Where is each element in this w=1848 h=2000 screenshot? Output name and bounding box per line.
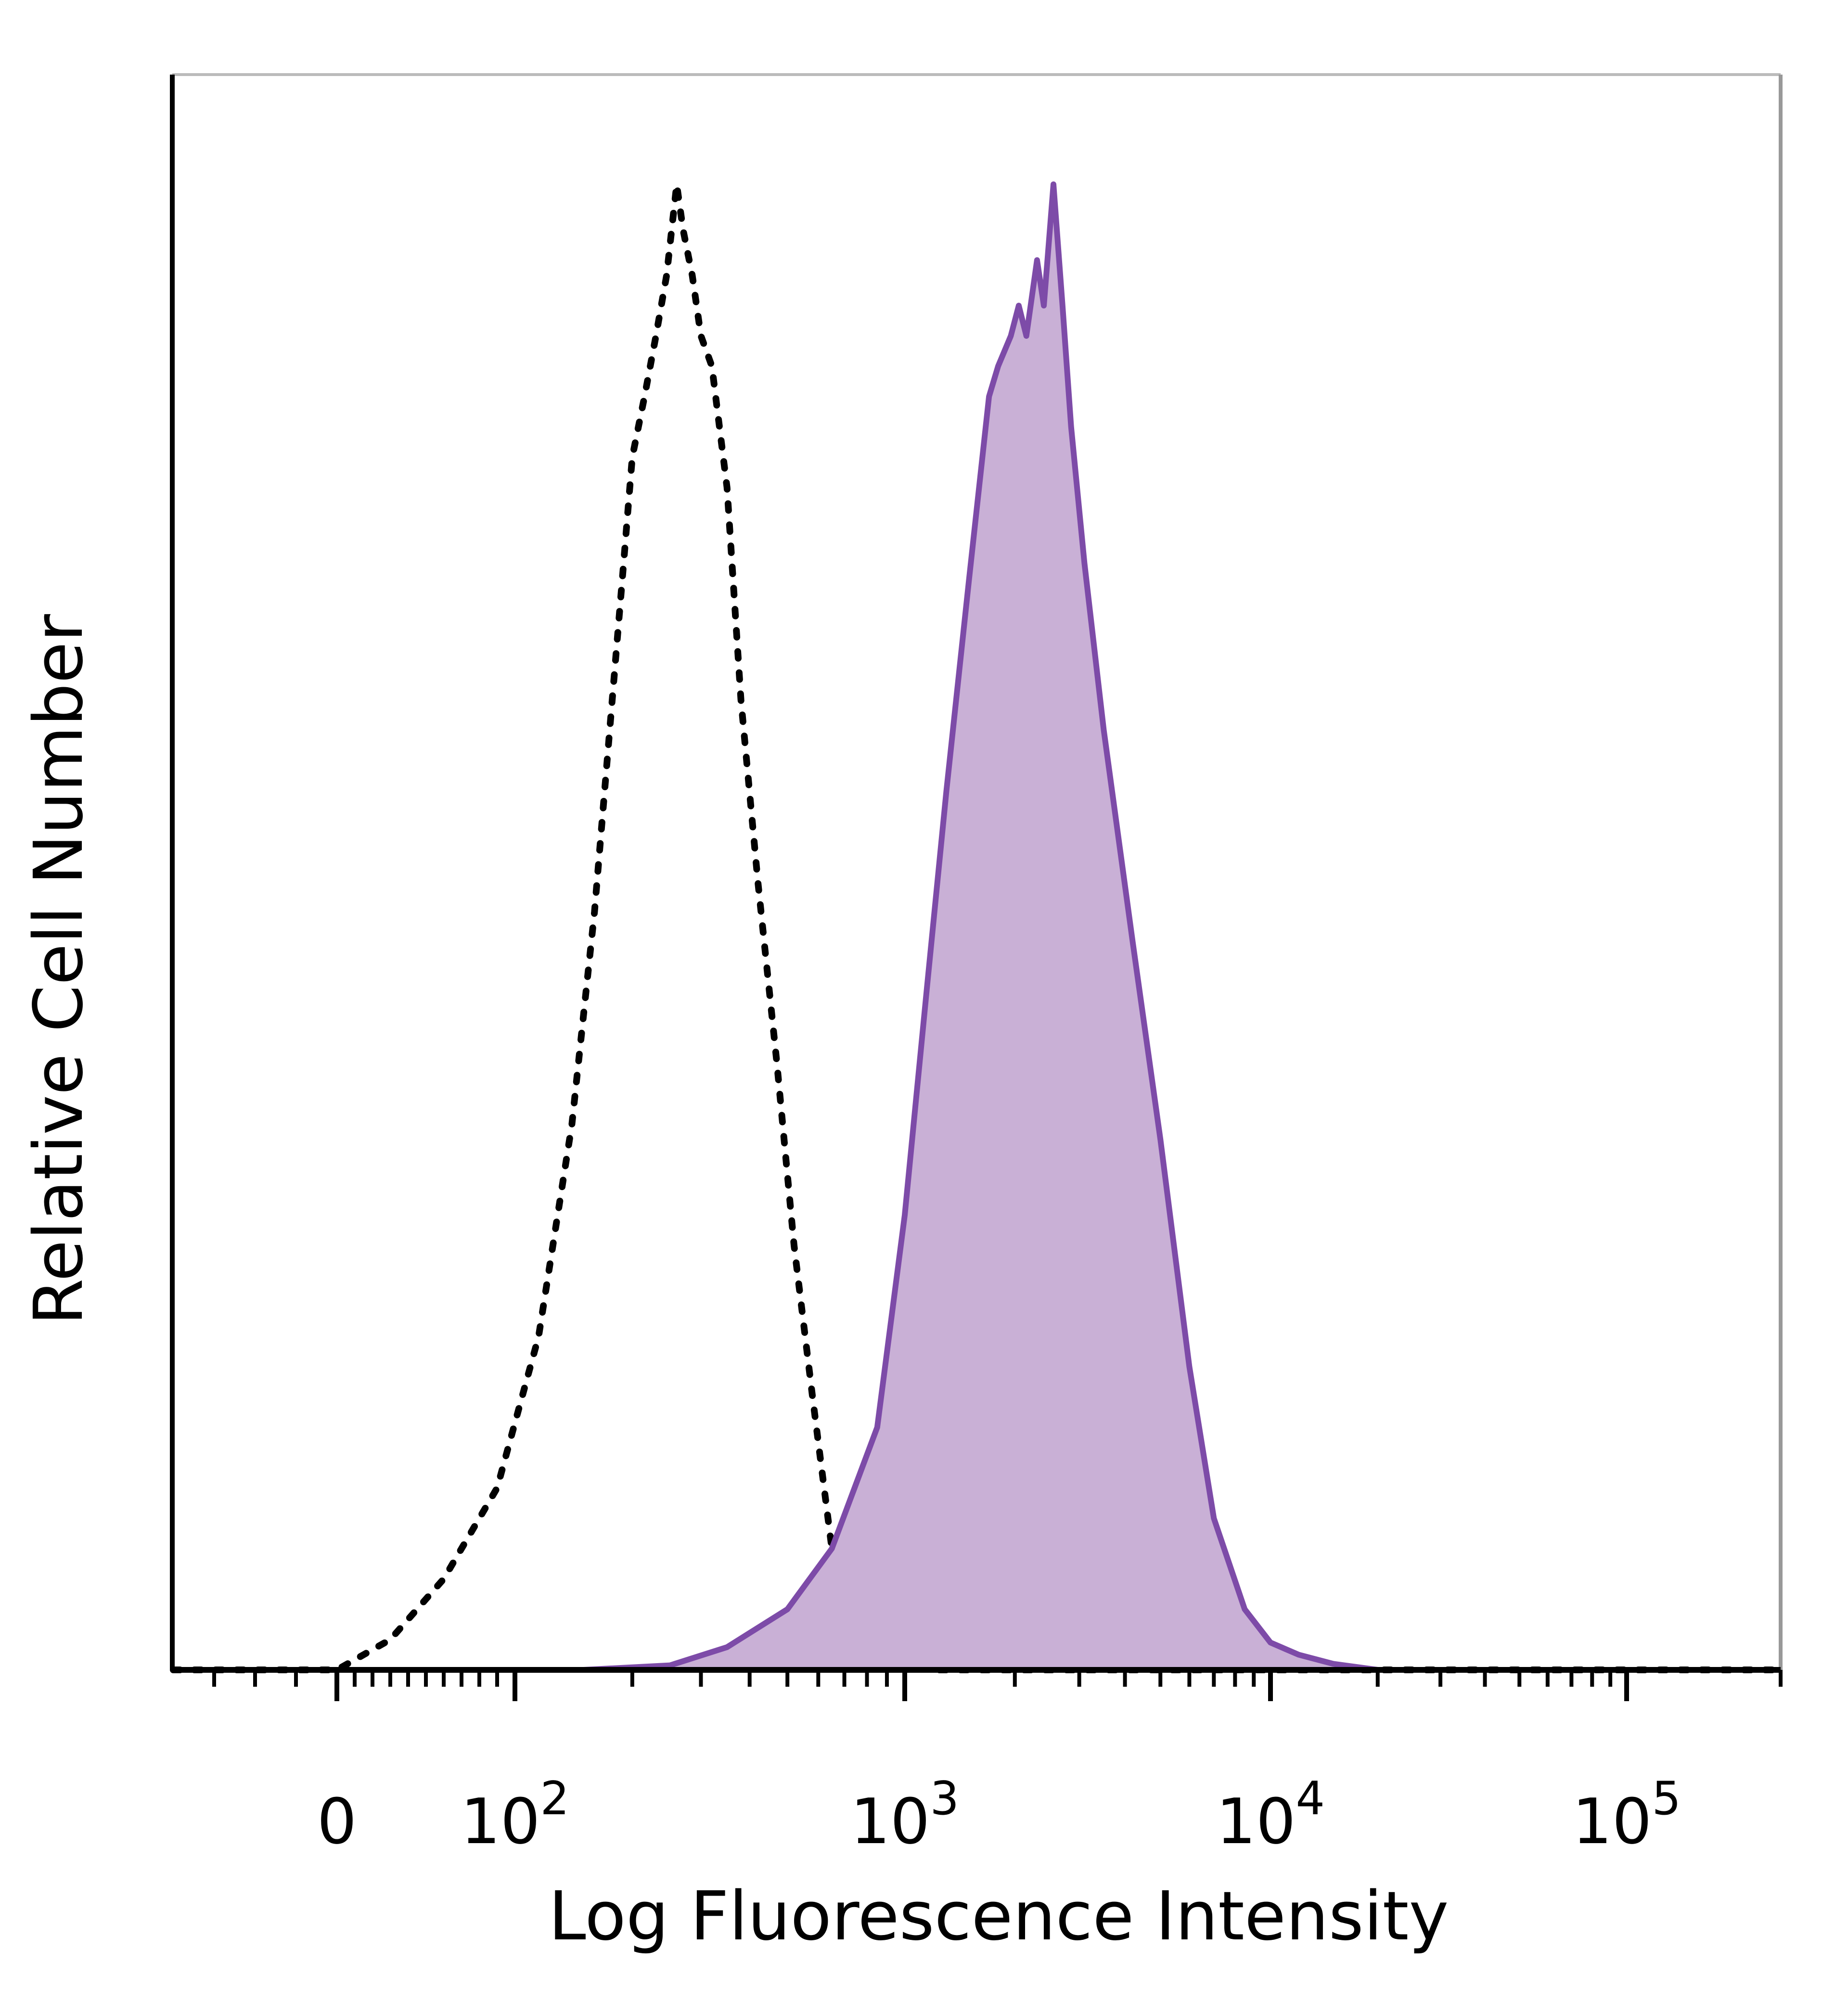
x-tick-label-exponent: 5 bbox=[1652, 1772, 1681, 1825]
histogram-fill-1 bbox=[173, 184, 1781, 1670]
x-tick-label-base: 10 bbox=[1572, 1785, 1652, 1858]
x-tick-label: 103 bbox=[850, 1772, 959, 1858]
x-tick-label: 102 bbox=[461, 1772, 569, 1858]
x-tick-label-base: 0 bbox=[317, 1785, 357, 1858]
plot-area bbox=[170, 181, 1784, 1673]
x-tick-label-exponent: 2 bbox=[540, 1772, 569, 1825]
x-tick-label-base: 10 bbox=[1216, 1785, 1296, 1858]
x-tick-label: 0 bbox=[317, 1785, 357, 1858]
x-tick-label: 104 bbox=[1216, 1772, 1325, 1858]
x-axis-label: Log Fluorescence Intensity bbox=[549, 1877, 1449, 1956]
x-tick-label-exponent: 4 bbox=[1296, 1772, 1324, 1825]
y-axis-label: Relative Cell Number bbox=[20, 614, 98, 1325]
histogram-line-1 bbox=[173, 181, 1781, 1673]
x-tick-label-exponent: 3 bbox=[930, 1772, 959, 1825]
x-tick-label: 105 bbox=[1572, 1772, 1681, 1858]
axes: 0 102 103 104 105 bbox=[170, 73, 1783, 1858]
x-tick-label-base: 10 bbox=[850, 1785, 930, 1858]
x-tick-label-base: 10 bbox=[461, 1785, 540, 1858]
